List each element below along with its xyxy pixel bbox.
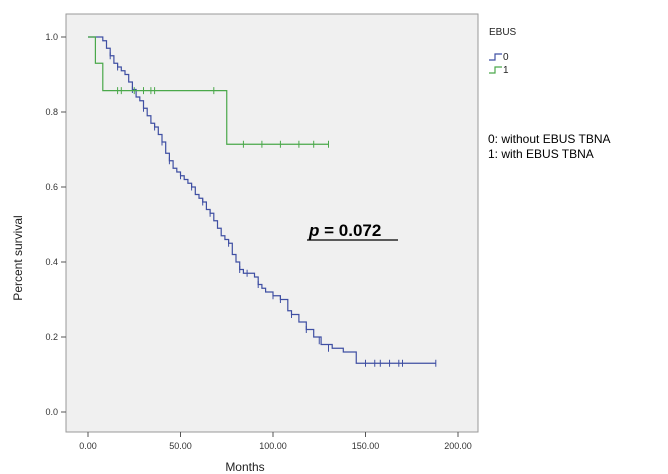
y-tick-label: 0.2 <box>45 332 58 342</box>
y-tick-label: 0.0 <box>45 407 58 417</box>
y-tick-label: 0.8 <box>45 107 58 117</box>
group-description-note: 0: without EBUS TBNA 1: with EBUS TBNA <box>488 132 611 161</box>
axes: 0.0 0.2 0.4 0.6 0.8 1.0 0.00 50.00 100.00 150.00 2… <box>45 32 471 451</box>
legend-swatch-1 <box>489 66 502 74</box>
legend-label-0: 0 <box>503 52 509 63</box>
note-line-0: 0: without EBUS TBNA <box>488 132 611 146</box>
p-symbol: p <box>308 221 319 240</box>
note-line-1: 1: with EBUS TBNA <box>488 147 594 161</box>
y-tick-label: 0.6 <box>45 182 58 192</box>
legend: EBUS 0 1 <box>489 27 517 76</box>
x-axis-title: Months <box>225 460 264 474</box>
x-tick-label: 0.00 <box>79 441 97 451</box>
x-tick-label: 100.00 <box>259 441 287 451</box>
p-value-rest: = 0.072 <box>319 221 381 240</box>
legend-swatch-0 <box>489 53 502 61</box>
legend-title: EBUS <box>489 27 517 38</box>
y-tick-label: 0.4 <box>45 257 58 267</box>
x-tick-label: 50.00 <box>169 441 192 451</box>
x-tick-label: 200.00 <box>444 441 472 451</box>
y-axis-title: Percent survival <box>11 215 25 300</box>
series-layer <box>88 36 437 367</box>
y-tick-label: 1.0 <box>45 32 58 42</box>
plot-area <box>65 13 479 433</box>
x-tick-label: 150.00 <box>352 441 380 451</box>
p-value-annotation: p = 0.072 <box>308 221 381 240</box>
legend-label-1: 1 <box>503 65 509 76</box>
survival-line-group-1 <box>88 36 329 145</box>
